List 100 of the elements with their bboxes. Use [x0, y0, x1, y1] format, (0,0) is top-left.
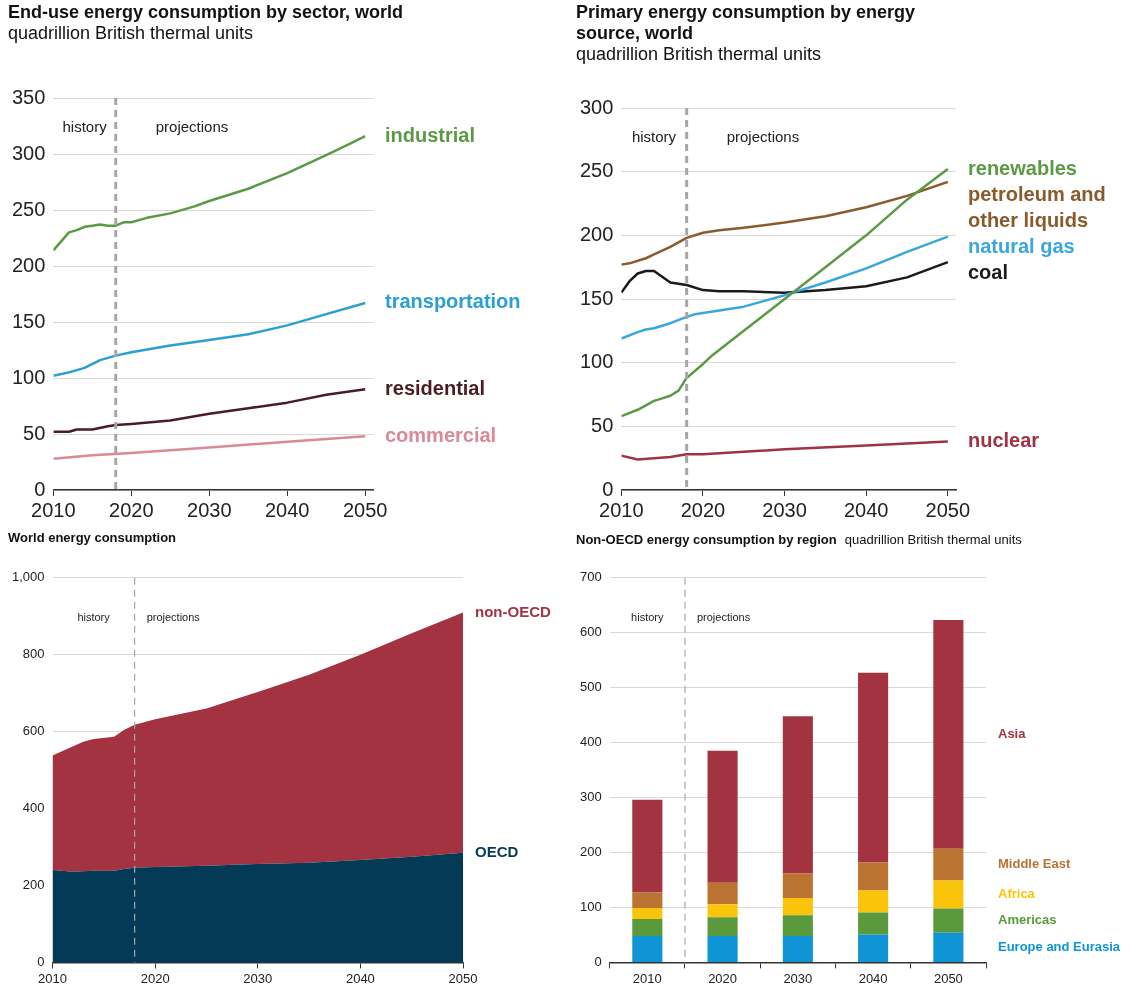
y-tick-label: 100 — [579, 350, 614, 373]
y-tick-label: 50 — [591, 413, 614, 436]
series-label: non-OECD — [475, 602, 551, 620]
text: Americas — [998, 912, 1057, 928]
y-tick-label: 400 — [579, 734, 602, 750]
bar — [707, 750, 738, 883]
x-tick-label: 2050 — [925, 498, 971, 521]
bar — [782, 873, 813, 899]
series-label: coal — [968, 260, 1009, 283]
chart-title: Non-OECD energy consumption by region — [576, 532, 837, 547]
bar — [858, 862, 889, 891]
chart-subtitle: quadrillion British thermal units — [576, 44, 823, 65]
text: Europe and Eurasia — [998, 939, 1121, 955]
x-tick-label: 2030 — [783, 970, 813, 986]
y-tick-label: 200 — [11, 253, 46, 276]
x-tick-label: 2020 — [680, 498, 726, 521]
bar — [782, 915, 813, 937]
bar — [632, 799, 663, 893]
y-tick-label: 150 — [579, 286, 614, 309]
bar — [858, 934, 889, 962]
y-tick-label: 150 — [11, 309, 46, 332]
bar — [933, 620, 964, 849]
bar — [933, 848, 964, 881]
text: Africa — [998, 886, 1036, 902]
annotation: projections — [146, 610, 201, 623]
series-label: transportation — [385, 290, 521, 313]
chart-subtitle: quadrillion British thermal units — [844, 532, 1022, 547]
series-label: renewables — [968, 156, 1077, 179]
bar — [858, 912, 889, 935]
y-tick-label: 250 — [11, 197, 46, 220]
x-tick-label: 2050 — [933, 970, 963, 986]
annotation: history — [77, 610, 111, 623]
y-tick-label: 0 — [37, 953, 45, 969]
y-tick-label: 300 — [11, 141, 46, 164]
y-tick-label: 300 — [579, 95, 614, 118]
series-label: industrial — [385, 123, 476, 146]
series-label: petroleum and other liquids — [968, 182, 1106, 231]
x-tick-label: 2010 — [599, 498, 644, 521]
text: Middle East — [998, 856, 1071, 872]
x-tick-label: 2050 — [448, 970, 478, 986]
x-tick-label: 2020 — [708, 970, 738, 986]
bar — [632, 919, 663, 937]
bar — [933, 932, 964, 962]
bar — [858, 890, 889, 913]
y-tick-label: 0 — [594, 953, 602, 969]
y-tick-label: 300 — [579, 789, 602, 805]
chart-title: World energy consumption — [8, 530, 178, 545]
y-tick-label: 200 — [579, 844, 602, 860]
annotation: history — [631, 610, 665, 623]
y-tick-label: 500 — [579, 679, 602, 695]
y-tick-label: 200 — [579, 222, 614, 245]
annotation: projections — [696, 610, 751, 623]
y-tick-label: 250 — [579, 159, 614, 182]
bar — [632, 892, 663, 909]
bar — [933, 880, 964, 909]
series-label: commercial — [385, 423, 497, 446]
y-tick-label: 50 — [23, 421, 46, 444]
y-tick-label: 350 — [11, 85, 46, 108]
chart-subtitle: quadrillion British thermal units — [8, 23, 255, 44]
bar — [707, 904, 738, 918]
bar — [707, 936, 738, 962]
x-tick-label: 2010 — [31, 498, 76, 521]
x-tick-label: 2040 — [843, 498, 889, 521]
bar — [782, 716, 813, 874]
bar — [707, 917, 738, 937]
x-tick-label: 2020 — [109, 498, 154, 521]
bar — [858, 672, 889, 863]
x-tick-label: 2040 — [858, 970, 888, 986]
x-tick-label: 2040 — [265, 498, 310, 521]
bar — [707, 882, 738, 905]
y-tick-label: 600 — [22, 723, 45, 739]
series-label: residential — [385, 376, 486, 399]
y-tick-label: 100 — [11, 365, 46, 388]
y-tick-label: 1,000 — [11, 569, 45, 585]
x-tick-label: 2050 — [342, 498, 388, 521]
annotation: projections — [155, 118, 229, 136]
bar — [933, 908, 964, 933]
bar — [632, 908, 663, 919]
bar — [632, 936, 663, 962]
series-label: natural gas — [968, 234, 1075, 257]
series-label: OECD — [475, 842, 519, 860]
x-tick-label: 2030 — [187, 498, 232, 521]
x-tick-label: 2040 — [345, 970, 375, 986]
annotation: history — [62, 118, 108, 136]
y-tick-label: 800 — [22, 646, 45, 662]
y-tick-label: 0 — [602, 477, 614, 500]
chart-title: End-use energy consumption by sector, world — [8, 2, 405, 23]
y-tick-label: 700 — [579, 569, 602, 585]
annotation: history — [631, 128, 677, 146]
x-tick-label: 2010 — [38, 970, 67, 986]
series-label: nuclear — [968, 429, 1040, 452]
y-tick-label: 400 — [22, 800, 45, 816]
text: Asia — [998, 725, 1027, 741]
x-tick-label: 2010 — [632, 970, 662, 986]
x-tick-label: 2030 — [762, 498, 807, 521]
x-tick-label: 2020 — [140, 970, 170, 986]
y-tick-label: 100 — [579, 899, 602, 915]
bar — [782, 898, 813, 916]
y-tick-label: 600 — [579, 624, 602, 640]
x-tick-label: 2030 — [243, 970, 273, 986]
